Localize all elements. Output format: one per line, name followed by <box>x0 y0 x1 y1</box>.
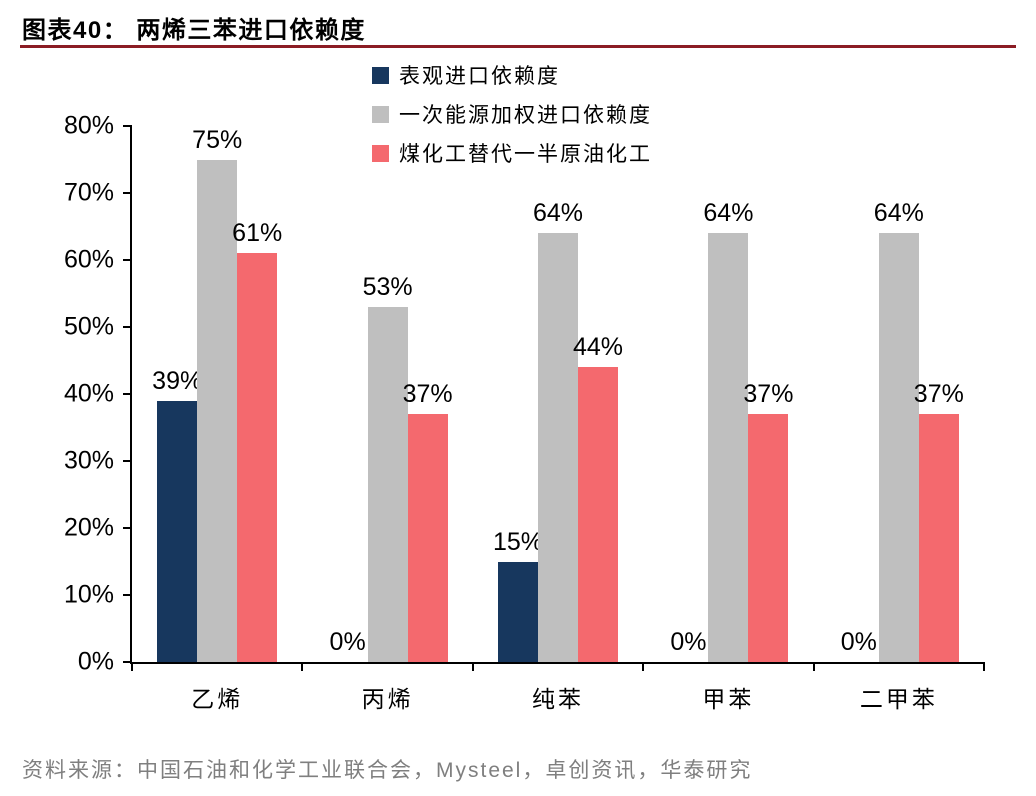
legend-item-1: 一次能源加权进口依赖度 <box>372 99 652 129</box>
legend-swatch-icon <box>372 144 389 162</box>
y-axis-label: 20% <box>63 513 114 542</box>
bar-group-1: 0% 53% 37% <box>302 126 472 662</box>
y-axis-tick <box>123 527 132 529</box>
bar-series1-cat4: 64% <box>874 199 924 662</box>
bar-series2-cat0: 61% <box>232 219 282 662</box>
category-label-1: 丙烯 <box>361 686 414 712</box>
y-axis-label: 10% <box>63 580 114 609</box>
bar-series0-cat2: 15% <box>493 528 543 662</box>
x-axis-tick <box>983 662 985 671</box>
bar-value-label: 44% <box>572 333 624 362</box>
y-axis-tick <box>123 259 132 261</box>
bar-series1-cat2: 64% <box>533 199 583 662</box>
bar-value-label: 0% <box>329 628 366 656</box>
x-axis-tick <box>131 662 133 671</box>
category-label-4: 二甲苯 <box>859 686 938 712</box>
y-axis-label: 0% <box>77 647 114 676</box>
x-axis-tick <box>471 662 474 671</box>
legend-item-0: 表观进口依赖度 <box>372 60 652 90</box>
category-label-3: 甲苯 <box>702 686 755 712</box>
bar-value-label: 64% <box>873 199 924 228</box>
bar-group-3: 0% 64% 37% <box>643 126 813 662</box>
category-labels: 乙烯 丙烯 纯苯 甲苯 二甲苯 <box>132 680 984 714</box>
title-divider <box>20 45 1016 48</box>
chart-legend: 表观进口依赖度一次能源加权进口依赖度 煤化工替代一半原油化工 <box>372 60 652 168</box>
bar-value-label: 64% <box>532 199 584 228</box>
y-axis-label: 50% <box>63 312 114 341</box>
y-axis-label: 60% <box>63 245 114 274</box>
bar-value-label: 75% <box>192 125 243 154</box>
y-axis-tick <box>123 326 132 328</box>
legend-label: 表观进口依赖度 <box>399 65 560 88</box>
y-axis-label: 30% <box>63 446 114 475</box>
category-label-0: 乙烯 <box>191 686 244 712</box>
bar-series0-cat0: 39% <box>152 367 202 662</box>
bar-value-label: 15% <box>492 527 544 556</box>
legend-item-2: 煤化工替代一半原油化工 <box>372 138 652 168</box>
plot-area: 39% 75% 61% 0% 53% 37% 15% 64% 44% 0% 64% 37% 0% 64% 3… <box>64 112 985 712</box>
bar-series2-cat1: 37% <box>403 380 453 662</box>
bar-value-label: 37% <box>913 380 964 409</box>
source-note: 资料来源：中国石油和化学工业联合会，Mysteel，卓创资讯，华泰研究 <box>22 759 753 782</box>
bar-series2-cat4: 37% <box>914 380 964 662</box>
y-axis-tick <box>123 192 132 194</box>
chart-title: 图表40： 两烯三苯进口依赖度 <box>22 17 366 44</box>
x-axis-tick <box>812 662 815 671</box>
bar-series2-cat2: 44% <box>573 333 623 662</box>
bar-value-label: 37% <box>743 380 794 409</box>
bar-group-4: 0% 64% 37% <box>814 126 984 662</box>
bar-value-label: 0% <box>670 628 707 656</box>
y-axis-tick <box>123 594 132 596</box>
y-axis-label: 70% <box>63 178 114 207</box>
bar-series2-cat3: 37% <box>743 380 793 662</box>
y-axis-tick <box>123 393 132 395</box>
bar-value-label: 37% <box>402 380 453 409</box>
bar-series1-cat0: 75% <box>192 126 242 662</box>
y-axis-label: 40% <box>63 379 114 408</box>
legend-swatch-icon <box>372 105 389 123</box>
legend-label: 一次能源加权进口依赖度 <box>399 104 652 127</box>
bar-value-label: 39% <box>152 366 203 395</box>
bar-group-0: 39% 75% 61% <box>132 126 302 662</box>
y-axis-tick <box>123 125 132 127</box>
y-axis-tick <box>123 460 132 462</box>
x-axis-tick <box>301 662 304 671</box>
y-axis-label: 80% <box>63 111 114 140</box>
y-axis-tick <box>123 661 132 663</box>
bar-value-label: 64% <box>703 199 754 228</box>
bar-value-label: 53% <box>362 272 413 301</box>
bar-groups: 39% 75% 61% 0% 53% 37% 15% 64% 44% 0% 64% 37% 0% 64% 3… <box>132 126 984 662</box>
legend-swatch-icon <box>372 66 389 84</box>
bar-series1-cat3: 64% <box>703 199 753 662</box>
bar-series1-cat1: 53% <box>363 273 413 662</box>
bar-value-label: 61% <box>232 219 283 248</box>
bar-value-label: 0% <box>840 628 877 656</box>
bar-group-2: 15% 64% 44% <box>473 126 643 662</box>
category-label-2: 纯苯 <box>532 686 585 712</box>
x-axis-tick <box>642 662 645 671</box>
legend-label: 煤化工替代一半原油化工 <box>399 143 652 166</box>
